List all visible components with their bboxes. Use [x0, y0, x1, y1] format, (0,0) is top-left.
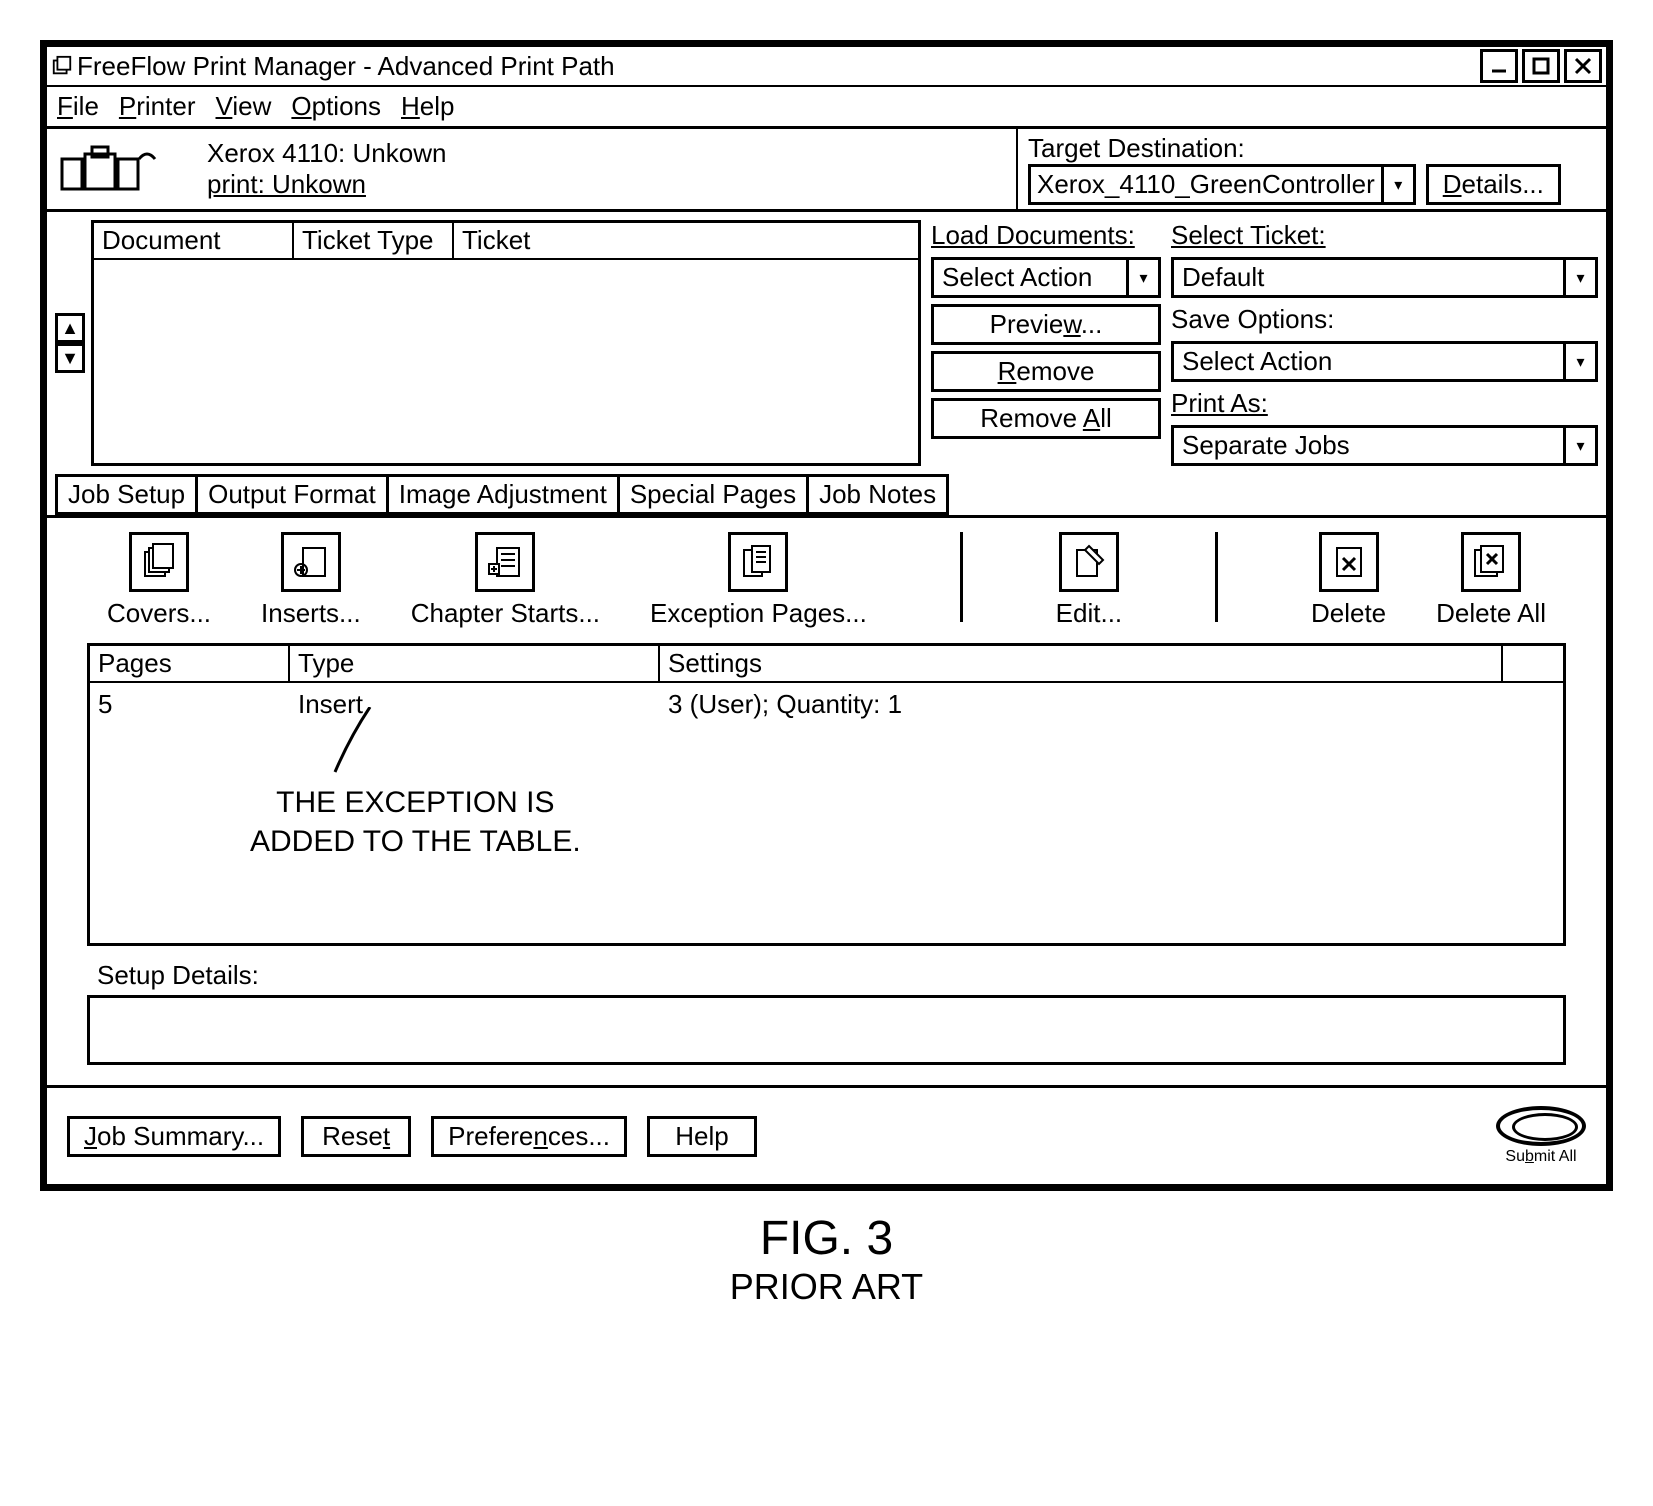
submit-all-button[interactable]: Submit All: [1496, 1106, 1586, 1166]
figure-caption: FIG. 3: [40, 1211, 1613, 1266]
menubar: File Printer View Options Help: [47, 87, 1606, 129]
tab-output-format[interactable]: Output Format: [195, 474, 389, 515]
tab-job-notes[interactable]: Job Notes: [806, 474, 949, 515]
load-action-dropdown[interactable]: Select Action ▾: [931, 257, 1161, 298]
print-as-label: Print As:: [1171, 388, 1598, 419]
printer-info: Xerox 4110: Unkown print: Unkown: [47, 129, 1016, 209]
printer-icon: [57, 144, 167, 194]
main-area: ▲ ▼ Document Ticket Type Ticket Load Doc…: [47, 212, 1606, 474]
exception-pages-icon: [728, 532, 788, 592]
load-documents-label: Load Documents:: [931, 220, 1161, 251]
menu-options[interactable]: Options: [291, 91, 381, 122]
separator: [1215, 532, 1218, 622]
move-down-button[interactable]: ▼: [55, 343, 85, 373]
maximize-button[interactable]: [1522, 49, 1560, 83]
inserts-icon: [281, 532, 341, 592]
minimize-button[interactable]: [1480, 49, 1518, 83]
preview-button[interactable]: Preview...: [931, 304, 1161, 345]
delete-all-icon: [1461, 532, 1521, 592]
tab-job-setup[interactable]: Job Setup: [55, 474, 198, 515]
figure-subcaption: PRIOR ART: [40, 1266, 1613, 1308]
doc-col-ticket-type: Ticket Type: [294, 223, 454, 258]
col-type: Type: [290, 646, 660, 681]
reorder-arrows: ▲ ▼: [55, 220, 85, 466]
remove-all-button[interactable]: Remove All: [931, 398, 1161, 439]
printer-name: Xerox 4110: Unkown: [207, 138, 446, 169]
window-controls: [1480, 49, 1602, 83]
delete-button[interactable]: Delete: [1311, 532, 1386, 629]
table-row[interactable]: 5 Insert 3 (User); Quantity: 1: [98, 689, 1555, 720]
target-value: Xerox_4110_GreenController: [1031, 167, 1381, 202]
separator: [960, 532, 963, 622]
menu-help[interactable]: Help: [401, 91, 454, 122]
target-destination: Target Destination: Xerox_4110_GreenCont…: [1016, 129, 1606, 209]
printer-status: print: Unkown: [207, 169, 446, 200]
select-ticket-dropdown[interactable]: Default ▾: [1171, 257, 1598, 298]
select-ticket-label: Select Ticket:: [1171, 220, 1598, 251]
chevron-down-icon[interactable]: ▾: [1563, 344, 1595, 379]
window-title: FreeFlow Print Manager - Advanced Print …: [77, 51, 1480, 82]
menu-view[interactable]: View: [216, 91, 272, 122]
chevron-down-icon[interactable]: ▾: [1563, 260, 1595, 295]
setup-details-box: [87, 995, 1566, 1065]
print-as-dropdown[interactable]: Separate Jobs ▾: [1171, 425, 1598, 466]
move-up-button[interactable]: ▲: [55, 313, 85, 343]
edit-icon: [1059, 532, 1119, 592]
setup-details-label: Setup Details:: [97, 960, 1586, 991]
chevron-down-icon[interactable]: ▾: [1381, 167, 1413, 202]
delete-icon: [1319, 532, 1379, 592]
edit-button[interactable]: Edit...: [1056, 532, 1122, 629]
chapter-starts-button[interactable]: Chapter Starts...: [411, 532, 600, 629]
tab-image-adjustment[interactable]: Image Adjustment: [386, 474, 620, 515]
doc-col-ticket: Ticket: [454, 223, 918, 258]
tab-special-pages[interactable]: Special Pages: [617, 474, 809, 515]
submit-icon: [1496, 1106, 1586, 1146]
delete-all-button[interactable]: Delete All: [1436, 532, 1546, 629]
annotation-text: THE EXCEPTION IS ADDED TO THE TABLE.: [250, 733, 581, 861]
app-icon: [51, 55, 73, 77]
titlebar: FreeFlow Print Manager - Advanced Print …: [47, 47, 1606, 87]
chapter-starts-icon: [475, 532, 535, 592]
target-dropdown[interactable]: Xerox_4110_GreenController ▾: [1028, 164, 1416, 205]
exception-pages-button[interactable]: Exception Pages...: [650, 532, 867, 629]
save-options-dropdown[interactable]: Select Action ▾: [1171, 341, 1598, 382]
menu-printer[interactable]: Printer: [119, 91, 196, 122]
document-table: Document Ticket Type Ticket: [91, 220, 921, 466]
doc-table-body[interactable]: [94, 258, 918, 458]
cell-pages: 5: [98, 689, 298, 720]
menu-file[interactable]: File: [57, 91, 99, 122]
save-options-label: Save Options:: [1171, 304, 1598, 335]
info-row: Xerox 4110: Unkown print: Unkown Target …: [47, 129, 1606, 212]
special-pages-panel: Covers... Inserts... Chapter Starts... E…: [47, 515, 1606, 1085]
reset-button[interactable]: Reset: [301, 1116, 411, 1157]
preferences-button[interactable]: Preferences...: [431, 1116, 627, 1157]
doc-col-document: Document: [94, 223, 294, 258]
close-button[interactable]: [1564, 49, 1602, 83]
col-pages: Pages: [90, 646, 290, 681]
covers-button[interactable]: Covers...: [107, 532, 211, 629]
col-spacer: [1503, 646, 1563, 681]
help-button[interactable]: Help: [647, 1116, 757, 1157]
figure-frame: FreeFlow Print Manager - Advanced Print …: [40, 40, 1613, 1191]
app-window: FreeFlow Print Manager - Advanced Print …: [44, 44, 1609, 1187]
target-label: Target Destination:: [1028, 133, 1596, 164]
chevron-down-icon[interactable]: ▾: [1563, 428, 1595, 463]
covers-icon: [129, 532, 189, 592]
col-settings: Settings: [660, 646, 1503, 681]
job-summary-button[interactable]: Job Summary...: [67, 1116, 281, 1157]
pages-table: Pages Type Settings 5 Insert 3 (User); Q…: [87, 643, 1566, 946]
chevron-down-icon[interactable]: ▾: [1126, 260, 1158, 295]
inserts-button[interactable]: Inserts...: [261, 532, 361, 629]
cell-settings: 3 (User); Quantity: 1: [668, 689, 1555, 720]
tabs: Job Setup Output Format Image Adjustment…: [47, 474, 1606, 515]
remove-button[interactable]: Remove: [931, 351, 1161, 392]
details-button[interactable]: Details...: [1426, 164, 1561, 205]
footer: Job Summary... Reset Preferences... Help…: [47, 1085, 1606, 1184]
pages-table-body[interactable]: 5 Insert 3 (User); Quantity: 1 THE EXCEP…: [90, 683, 1563, 943]
